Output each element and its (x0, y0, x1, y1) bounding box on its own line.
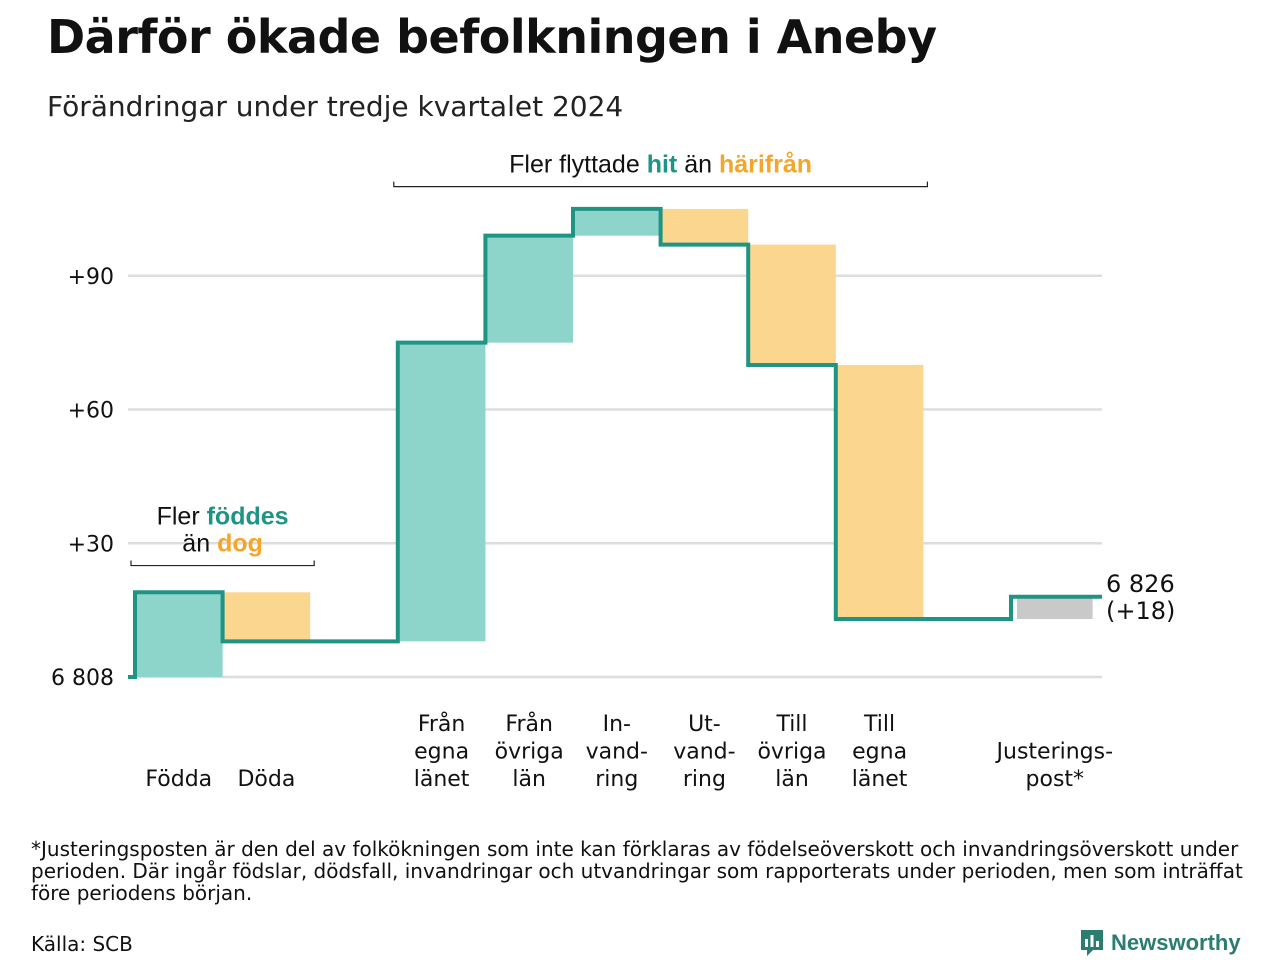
page-subtitle: Förändringar under tredje kvartalet 2024 (47, 90, 624, 123)
end-value-label: 6 826 (1106, 570, 1175, 598)
x-category-label: post* (1026, 767, 1085, 792)
x-category-label: ring (683, 767, 726, 792)
annotation-text-migration: Fler flyttade hit än härifrån (509, 151, 812, 179)
x-category-label: länet (852, 767, 908, 792)
x-category-label: egna (414, 740, 469, 765)
cumulative-step-line (128, 206, 1102, 679)
bar-utvandring (660, 208, 749, 245)
brand-logo: Newsworthy (1079, 928, 1241, 958)
y-tick-label: +30 (68, 532, 114, 557)
annotation-span: Fler flyttade (509, 151, 647, 179)
bar-till-egna-länet (835, 364, 924, 620)
annotation-text-births: Fler föddes (157, 503, 289, 531)
annotation-span: hit (647, 151, 678, 179)
x-category-label: Födda (145, 767, 212, 792)
bar-från-egna-länet (397, 342, 486, 642)
x-category-label: In- (603, 712, 631, 737)
footnote: *Justeringsposten är den del av folkökni… (31, 837, 1243, 905)
x-category-label: Från (418, 711, 466, 737)
y-tick-label: 6 808 (51, 666, 114, 691)
x-category-label: övriga (757, 740, 826, 765)
annotation-bracket-migration (393, 181, 928, 188)
page-title: Därför ökade befolkningen i Aneby (47, 10, 937, 64)
annotation-text-births: än dog (182, 530, 263, 558)
x-category-label: Döda (237, 767, 295, 792)
x-category-label: Från (505, 711, 553, 737)
bar-döda (222, 592, 311, 642)
bar-födda (135, 592, 223, 677)
annotation-span: föddes (207, 503, 289, 531)
annotation-span: Fler (157, 503, 207, 531)
y-tick-label: +90 (68, 265, 114, 290)
brand-name: Newsworthy (1111, 930, 1241, 955)
bar-till-övriga-län (748, 244, 836, 365)
x-category-label: länet (414, 767, 470, 792)
end-change-label: (+18) (1106, 597, 1175, 625)
x-category-label: ring (595, 767, 638, 792)
x-category-label: Justerings- (995, 740, 1114, 765)
x-category-label: Ut- (688, 712, 721, 737)
annotation-bracket-births (130, 560, 315, 567)
bar-invandring (573, 208, 661, 236)
bar-från-övriga-län (485, 235, 573, 343)
x-category-label: egna (852, 740, 907, 765)
bar-justeringspost- (1017, 596, 1093, 620)
annotation-span: dog (217, 530, 263, 558)
source-note: Källa: SCB (31, 932, 133, 956)
annotation-span: än (182, 530, 217, 558)
x-category-label: vand- (586, 740, 648, 765)
y-tick-label: +60 (68, 399, 114, 424)
x-category-label: Till (863, 712, 895, 737)
annotation-span: härifrån (719, 151, 812, 179)
x-category-label: län (512, 767, 546, 792)
x-category-label: vand- (673, 740, 735, 765)
annotation-span: än (677, 151, 719, 179)
newsworthy-logo-icon (1081, 930, 1103, 956)
x-category-label: län (775, 767, 809, 792)
x-category-label: Till (775, 712, 807, 737)
x-category-label: övriga (495, 740, 564, 765)
